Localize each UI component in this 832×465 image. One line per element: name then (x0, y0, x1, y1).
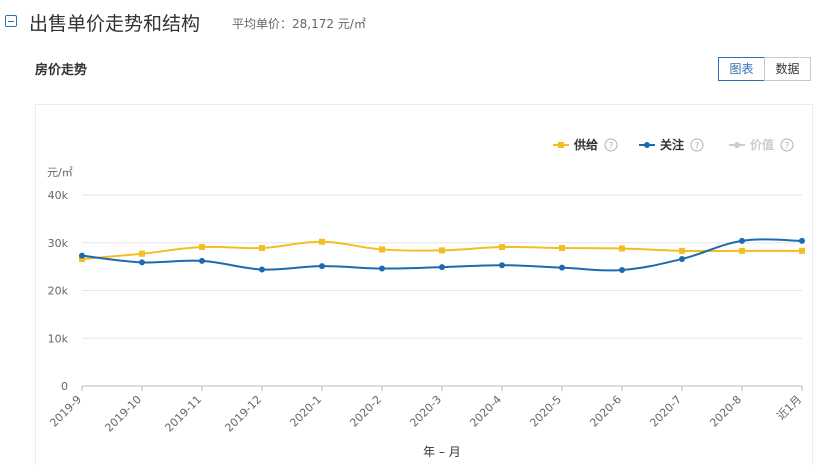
help-icon-glyph: ? (785, 142, 790, 152)
legend-item[interactable]: 供给? (553, 137, 618, 152)
x-tick-label: 2020-5 (527, 393, 564, 430)
data-point[interactable] (319, 238, 325, 245)
page-title: 出售单价走势和结构 (29, 13, 201, 35)
data-point[interactable] (199, 257, 205, 264)
section-header: 出售单价走势和结构 平均单价： 28,172 元/㎡ (0, 0, 832, 44)
data-point[interactable] (739, 237, 745, 244)
average-price-label: 平均单价： (232, 17, 293, 31)
data-point[interactable] (499, 244, 505, 251)
view-toggle: 图表 数据 (718, 57, 811, 81)
average-price-value: 28,172 元/㎡ (292, 17, 366, 31)
x-axis-title: 年 – 月 (423, 445, 461, 459)
y-tick-label: 0 (61, 380, 68, 393)
legend-item[interactable]: 价值? (729, 137, 794, 152)
legend-item[interactable]: 关注? (639, 137, 704, 152)
data-point[interactable] (559, 245, 565, 252)
data-point[interactable] (319, 263, 325, 270)
x-tick-label: 2019-9 (47, 393, 84, 430)
data-point[interactable] (79, 255, 85, 262)
legend-label: 供给 (573, 137, 598, 152)
x-tick-label: 2019-12 (222, 393, 264, 435)
legend-marker (644, 142, 650, 148)
data-point[interactable] (259, 245, 265, 252)
data-point[interactable] (679, 255, 685, 262)
legend-marker (558, 142, 564, 148)
data-point[interactable] (619, 245, 625, 252)
chart-panel (35, 104, 813, 465)
legend-label: 关注 (660, 137, 684, 152)
y-tick-label: 30k (48, 237, 69, 250)
data-point[interactable] (439, 247, 445, 254)
price-trend-title: 房价走势 (35, 63, 88, 78)
x-tick-label: 近1月 (774, 393, 804, 423)
data-view-button[interactable]: 数据 (764, 57, 811, 81)
help-icon-glyph: ? (609, 142, 614, 152)
x-tick-label: 2020-6 (587, 393, 624, 430)
data-point[interactable] (799, 237, 805, 244)
data-point[interactable] (199, 244, 205, 251)
x-tick-label: 2020-2 (347, 393, 384, 430)
chart-view-button[interactable]: 图表 (718, 57, 765, 81)
data-point[interactable] (259, 266, 265, 273)
x-tick-label: 2020-4 (467, 393, 504, 430)
data-point[interactable] (619, 266, 625, 273)
y-axis-unit-label: 元/㎡ (47, 166, 73, 179)
data-point[interactable] (379, 246, 385, 253)
data-point[interactable] (679, 247, 685, 254)
legend-label: 价值 (750, 137, 774, 152)
collapse-icon[interactable] (5, 15, 17, 27)
y-tick-label: 10k (48, 332, 69, 345)
data-point[interactable] (79, 252, 85, 259)
data-point[interactable] (559, 264, 565, 271)
data-point[interactable] (499, 262, 505, 269)
x-tick-label: 2020-8 (707, 393, 744, 430)
x-tick-label: 2020-3 (407, 393, 444, 430)
data-point[interactable] (439, 264, 445, 271)
help-icon[interactable] (690, 138, 704, 152)
data-point[interactable] (799, 247, 805, 254)
help-icon[interactable] (604, 138, 618, 152)
data-point[interactable] (139, 259, 145, 266)
legend-marker (734, 142, 740, 148)
y-tick-label: 40k (48, 189, 69, 202)
x-tick-label: 2020-7 (647, 393, 684, 430)
data-point[interactable] (379, 265, 385, 272)
help-icon[interactable] (780, 138, 794, 152)
y-tick-label: 20k (48, 285, 69, 298)
x-tick-label: 2019-11 (162, 393, 204, 435)
data-point[interactable] (739, 247, 745, 254)
x-tick-label: 2019-10 (102, 393, 144, 435)
help-icon-glyph: ? (695, 142, 700, 152)
data-point[interactable] (139, 250, 145, 257)
x-tick-label: 2020-1 (287, 393, 324, 430)
